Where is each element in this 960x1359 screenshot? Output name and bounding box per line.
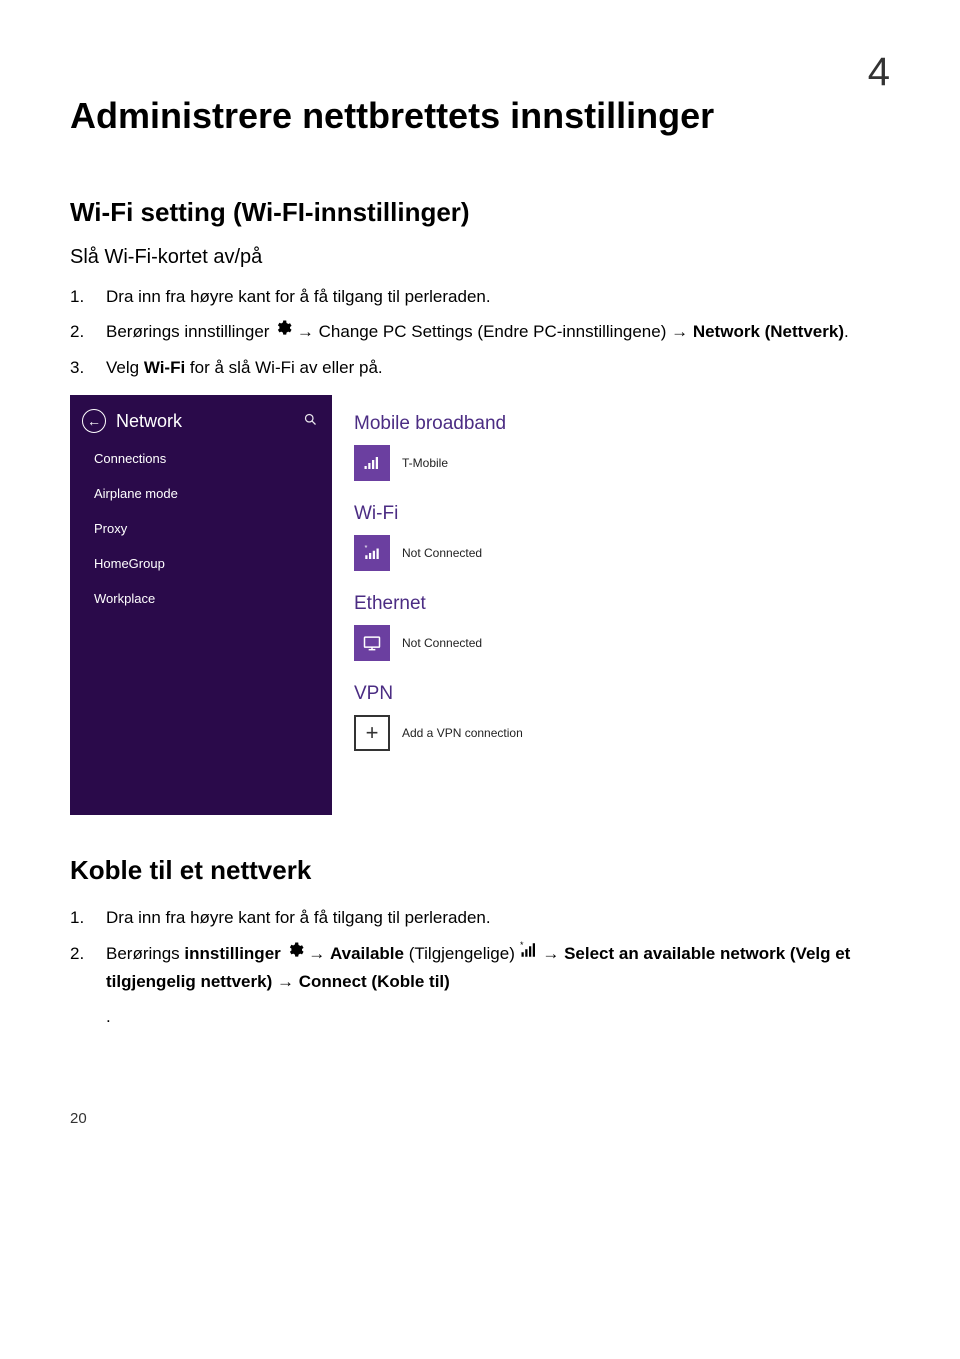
sidebar-item-workplace[interactable]: Workplace: [70, 581, 332, 616]
group-title: Mobile broadband: [354, 413, 678, 435]
step-text: .: [106, 1003, 890, 1030]
plus-icon: +: [354, 715, 390, 751]
signal-bars-icon: *: [520, 940, 538, 967]
section1-subheading: Slå Wi-Fi-kortet av/på: [70, 246, 890, 269]
group-title: VPN: [354, 683, 678, 705]
step-row: 2. Berørings innstillinger → Change PC S…: [70, 318, 890, 346]
network-row[interactable]: + Add a VPN connection: [354, 715, 678, 751]
ethernet-icon: [354, 625, 390, 661]
step-text: Berørings innstillinger → Available (Til…: [106, 940, 890, 995]
step-number: 3.: [70, 354, 106, 381]
svg-text:*: *: [520, 941, 524, 950]
network-label: Not Connected: [402, 546, 482, 560]
back-icon[interactable]: ←: [82, 409, 106, 433]
section2-heading: Koble til et nettverk: [70, 855, 890, 886]
step-text: Berørings innstillinger → Change PC Sett…: [106, 318, 890, 346]
sidebar-item-airplane[interactable]: Airplane mode: [70, 476, 332, 511]
network-row[interactable]: * Not Connected: [354, 535, 678, 571]
settings-header: ← Network: [70, 395, 332, 441]
page-title: Administrere nettbrettets innstillinger: [70, 95, 890, 137]
step-dot: [70, 1003, 106, 1030]
step-text: Dra inn fra høyre kant for å få tilgang …: [106, 283, 890, 310]
wifi-icon: *: [354, 535, 390, 571]
step-row: 1. Dra inn fra høyre kant for å få tilga…: [70, 283, 890, 310]
step-text: Velg Wi-Fi for å slå Wi-Fi av eller på.: [106, 354, 890, 381]
step-row: 1. Dra inn fra høyre kant for å få tilga…: [70, 904, 890, 931]
network-row[interactable]: T-Mobile: [354, 445, 678, 481]
network-label: Add a VPN connection: [402, 726, 523, 740]
step-row: 2. Berørings innstillinger → Available (…: [70, 940, 890, 995]
step-row: 3. Velg Wi-Fi for å slå Wi-Fi av eller p…: [70, 354, 890, 381]
step-number: 1.: [70, 283, 106, 310]
group-title: Wi-Fi: [354, 503, 678, 525]
settings-main: Mobile broadband T-Mobile Wi-Fi * Not Co…: [332, 395, 700, 815]
page-number: 4: [70, 50, 890, 95]
step-number: 2.: [70, 318, 106, 346]
signal-icon: [354, 445, 390, 481]
search-icon[interactable]: [303, 412, 318, 430]
settings-sidebar: ← Network Connections Airplane mode Prox…: [70, 395, 332, 815]
network-row[interactable]: Not Connected: [354, 625, 678, 661]
gear-icon: [286, 940, 304, 967]
network-label: T-Mobile: [402, 456, 448, 470]
step-text: Dra inn fra høyre kant for å få tilgang …: [106, 904, 890, 931]
bottom-page-number: 20: [70, 1110, 890, 1127]
network-label: Not Connected: [402, 636, 482, 650]
svg-text:*: *: [365, 544, 368, 552]
sidebar-item-proxy[interactable]: Proxy: [70, 511, 332, 546]
header-title: Network: [116, 411, 182, 432]
step-number: 2.: [70, 940, 106, 995]
sidebar-item-homegroup[interactable]: HomeGroup: [70, 546, 332, 581]
settings-screenshot: ← Network Connections Airplane mode Prox…: [70, 395, 700, 815]
gear-icon: [274, 318, 292, 345]
section1-heading: Wi-Fi setting (Wi-FI-innstillinger): [70, 197, 890, 228]
group-title: Ethernet: [354, 593, 678, 615]
step-row: .: [70, 1003, 890, 1030]
step-number: 1.: [70, 904, 106, 931]
sidebar-item-connections[interactable]: Connections: [70, 441, 332, 476]
